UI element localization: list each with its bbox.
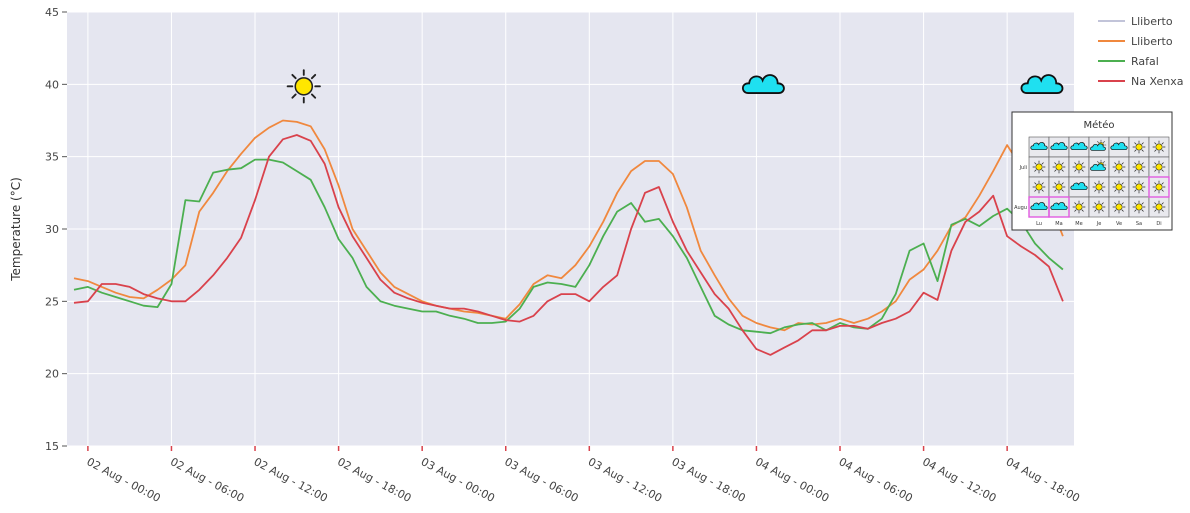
meteo-cell	[1048, 176, 1070, 198]
series-line-rafal	[73, 158, 1064, 335]
x-tick-label: 04 Aug - 00:00	[753, 455, 831, 505]
legend-label: Rafal	[1131, 55, 1159, 68]
meteo-cell	[1088, 196, 1110, 218]
meteo-col-label: Di	[1156, 221, 1161, 227]
meteo-cell	[1088, 156, 1110, 178]
y-tick-label: 35	[45, 151, 59, 164]
meteo-inset: Météo Juli Augu Lu Ma Me Je Ve Sa Di	[1011, 111, 1173, 231]
meteo-cell	[1108, 136, 1130, 158]
x-tick-label: 02 Aug - 18:00	[335, 455, 413, 505]
meteo-col-label: Sa	[1136, 221, 1142, 227]
meteo-title: Météo	[1084, 119, 1115, 131]
meteo-cell	[1068, 136, 1090, 158]
cloud-icon	[1020, 74, 1064, 94]
meteo-cell	[1088, 136, 1110, 158]
series-lines	[73, 119, 1064, 356]
meteo-cell	[1068, 176, 1090, 198]
meteo-cell	[1108, 176, 1130, 198]
meteo-cell	[1128, 176, 1150, 198]
legend-label: Lliberto	[1131, 15, 1173, 28]
meteo-cell	[1128, 136, 1150, 158]
x-tick-label: 03 Aug - 00:00	[419, 455, 497, 505]
y-tick-label: 45	[45, 6, 59, 19]
sun-icon	[286, 69, 321, 104]
legend-label: Lliberto	[1131, 35, 1173, 48]
y-tick-label: 20	[45, 368, 59, 381]
legend-item[interactable]: Rafal	[1098, 55, 1159, 68]
y-axis-ticks: 15 20 25 30 35 40 45	[45, 6, 67, 453]
cloud-icon	[741, 74, 785, 94]
x-axis-ticks: 02 Aug - 00:00 02 Aug - 06:00 02 Aug - 12:…	[84, 446, 1082, 505]
x-tick-label: 02 Aug - 06:00	[168, 455, 246, 505]
meteo-highlight	[1048, 196, 1070, 218]
y-tick-label: 25	[45, 295, 59, 308]
x-tick-label: 03 Aug - 18:00	[669, 455, 747, 505]
legend: Lliberto Lliberto Rafal Na Xenxa	[1098, 15, 1184, 88]
meteo-col-label: Ma	[1055, 221, 1062, 227]
y-tick-label: 30	[45, 223, 59, 236]
weather-icons	[286, 69, 1064, 104]
meteo-col-label: Me	[1075, 221, 1082, 227]
meteo-cell	[1048, 156, 1070, 178]
meteo-cell	[1108, 196, 1130, 218]
meteo-cell	[1028, 196, 1050, 218]
meteo-col-label: Ve	[1116, 221, 1122, 227]
y-axis-title: Temperature (°C)	[9, 177, 23, 282]
x-tick-label: 04 Aug - 12:00	[920, 455, 998, 505]
y-tick-label: 15	[45, 440, 59, 453]
y-tick-label: 40	[45, 78, 59, 91]
meteo-cell	[1148, 156, 1170, 178]
meteo-cell	[1088, 176, 1110, 198]
meteo-cell	[1068, 156, 1090, 178]
meteo-cell	[1148, 196, 1170, 218]
legend-item[interactable]: Na Xenxa	[1098, 75, 1184, 88]
meteo-cell	[1048, 136, 1070, 158]
meteo-cell	[1128, 156, 1150, 178]
meteo-highlight	[1148, 176, 1170, 198]
legend-item[interactable]: Lliberto	[1098, 35, 1173, 48]
meteo-col-label: Je	[1096, 221, 1102, 227]
gridlines	[67, 11, 1074, 447]
x-tick-label: 03 Aug - 06:00	[502, 455, 580, 505]
meteo-row-label: Augu	[1014, 205, 1027, 211]
meteo-cell	[1048, 196, 1070, 218]
x-tick-label: 02 Aug - 00:00	[84, 455, 162, 505]
legend-label: Na Xenxa	[1131, 75, 1184, 88]
meteo-cell	[1128, 196, 1150, 218]
x-tick-label: 04 Aug - 06:00	[837, 455, 915, 505]
x-tick-label: 02 Aug - 12:00	[252, 455, 330, 505]
meteo-row-label: Juli	[1019, 165, 1027, 171]
series-line-lliberto	[73, 119, 1064, 332]
x-tick-label: 03 Aug - 12:00	[586, 455, 664, 505]
meteo-cell	[1148, 136, 1170, 158]
meteo-cell	[1108, 156, 1130, 178]
meteo-cell	[1028, 136, 1050, 158]
meteo-cell	[1028, 156, 1050, 178]
meteo-cell	[1028, 176, 1050, 198]
x-tick-label: 04 Aug - 18:00	[1004, 455, 1082, 505]
meteo-col-label: Lu	[1036, 221, 1042, 227]
meteo-cell	[1148, 176, 1170, 198]
series-line-na-xenxa	[73, 134, 1064, 356]
meteo-cell	[1068, 196, 1090, 218]
legend-item[interactable]: Lliberto	[1098, 15, 1173, 28]
